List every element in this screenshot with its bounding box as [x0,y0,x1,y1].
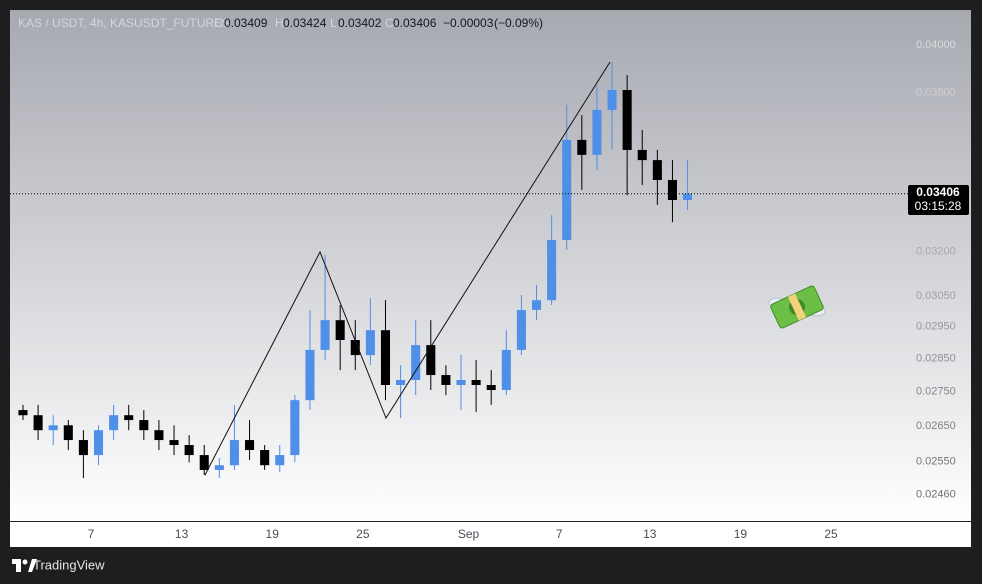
marks: 0.04000 0.03800 0.03200 0.03050 0.02950 0.028… [10,39,956,541]
candle-body [350,340,360,356]
y-tick-label: 0.02550 [916,455,956,467]
candle-body [169,440,179,446]
x-tick-label: 13 [175,527,189,541]
high-letter: H [275,16,284,30]
y-tick-label: 0.03050 [916,290,956,302]
low-value: 0.03402 [338,16,382,30]
candle-body [592,109,602,155]
candle-body [683,193,693,200]
candle-body [501,349,511,391]
open-letter: O [214,16,223,30]
candle-body [335,320,345,341]
candle-body [229,440,239,466]
candle-body [637,149,647,161]
candle-body [652,160,662,180]
candle-body [396,380,406,385]
change-value: −0.00003 [443,16,494,30]
candle-body [245,440,255,451]
price-tag [908,185,969,215]
x-tick-label: Sep [458,527,480,541]
candle-body [456,380,466,385]
candle-body [154,430,164,441]
candle-body [516,309,526,350]
candle-body [486,384,496,391]
candle-body [365,330,375,356]
time-axis [10,521,971,547]
candle-body [577,139,587,155]
plot-area [10,10,971,521]
x-tick-label: 19 [734,527,748,541]
logo-part [28,559,37,572]
candle-body [562,139,572,240]
last-price-label: 0.03406 [916,185,960,199]
low-letter: L [330,16,337,30]
candle-body [305,349,315,401]
candle-body [471,380,481,385]
candle-body [411,345,421,381]
candle-body [48,425,58,431]
logo-part [16,559,21,572]
chart-title: KAS / USDT, 4h, KASUSDT_FUTURES [18,16,230,30]
candle-body [547,239,557,301]
candle-body [33,415,43,431]
candle-body [426,345,436,376]
y-tick-label: 0.04000 [916,39,956,51]
candle-body [78,440,88,456]
candle-body [290,400,300,456]
band [787,293,807,321]
candle-body [109,415,119,431]
candle-body [531,300,542,310]
candle-body [63,425,73,441]
candle-body [667,179,677,200]
brand: TradingView [33,557,105,572]
y-tick-label: 0.02750 [916,386,956,398]
y-tick-label: 0.03200 [916,245,956,257]
close-letter: C [385,16,394,30]
high-value: 0.03424 [283,16,327,30]
candle-body [214,465,224,470]
candle-body [18,410,28,416]
y-tick-label: 0.03800 [916,86,956,98]
candle-body [607,89,617,110]
y-tick-label: 0.02650 [916,420,956,432]
candle-body [320,320,330,350]
y-tick-label: 0.02850 [916,353,956,365]
zigzag-drawing [204,61,611,476]
tradingview-logo [12,559,37,572]
money-emoji [768,285,826,329]
candle-body [199,455,209,470]
y-tick-label: 0.02460 [916,489,956,501]
candle-body [275,455,285,466]
x-tick-label: 25 [356,527,370,541]
candle-body [139,420,149,431]
candle-body [124,415,134,421]
x-tick-label: 7 [88,527,95,541]
candle-body [260,450,270,466]
x-tick-label: 19 [266,527,280,541]
candle-body [622,89,632,150]
candle-body [93,430,104,456]
y-tick-label: 0.02950 [916,321,956,333]
candle-body [184,445,194,456]
candle-body [380,330,391,385]
x-tick-label: 25 [824,527,838,541]
close-value: 0.03406 [393,16,437,30]
logo-part [22,559,28,565]
countdown: 03:15:28 [915,199,962,213]
x-tick-label: 7 [556,527,563,541]
x-tick-label: 13 [643,527,657,541]
change-percent: (−0.09%) [494,16,543,30]
open-value: 0.03409 [224,16,268,30]
candle-body [441,375,451,385]
